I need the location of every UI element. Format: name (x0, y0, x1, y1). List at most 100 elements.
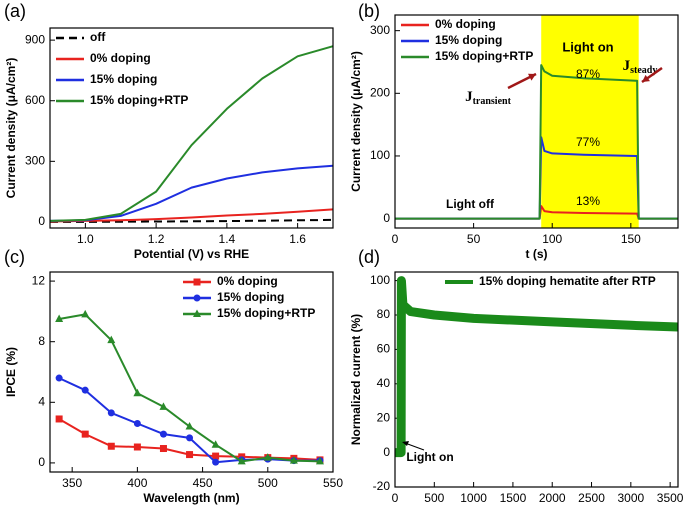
plot-frame (49, 271, 334, 473)
arrow-head (402, 441, 409, 446)
x-tick-label: 1.6 (289, 232, 306, 246)
panel-label: (d) (358, 247, 380, 267)
x-tick-label: 0 (392, 232, 399, 246)
y-axis-label: Current density (μA/cm²) (349, 51, 363, 192)
x-axis-label: t (s) (526, 247, 548, 261)
x-tick-label: 3500 (657, 491, 684, 505)
x-tick-label: 100 (542, 232, 562, 246)
arrow (404, 442, 425, 451)
x-tick-label: 1.4 (219, 232, 236, 246)
x-tick-label: 2500 (578, 491, 605, 505)
marker (107, 442, 115, 450)
marker (81, 309, 90, 318)
annotation: 87% (576, 67, 600, 81)
marker (237, 456, 246, 465)
y-tick-label: 4 (38, 394, 45, 408)
legend-label: 0% doping (435, 17, 496, 31)
marker (212, 458, 220, 466)
marker (315, 456, 324, 465)
x-axis-label: t (s) (526, 506, 548, 508)
legend-label: 0% doping (90, 51, 151, 65)
marker (81, 430, 89, 438)
arrow-head (642, 74, 650, 82)
y-tick-label: 0 (383, 445, 390, 459)
panel-label: (b) (358, 1, 380, 21)
x-tick-label: 1.2 (148, 232, 165, 246)
legend-label: 15% doping+RTP (435, 49, 533, 63)
y-tick-label: 60 (377, 342, 391, 356)
y-tick-label: 600 (25, 93, 45, 107)
series-line (395, 276, 679, 458)
annotation: Jsteady (623, 58, 658, 76)
legend-label: 0% doping (217, 274, 278, 288)
annotation: Jtransient (465, 89, 512, 107)
y-axis-label: IPCE (%) (4, 347, 18, 397)
marker (186, 434, 194, 442)
legend-label: 15% doping hematite after RTP (479, 274, 656, 288)
marker (212, 452, 220, 460)
x-axis-label: Wavelength (nm) (143, 491, 239, 505)
x-tick-label: 2000 (539, 491, 566, 505)
marker (193, 309, 201, 317)
marker (133, 443, 141, 451)
y-tick-label: 100 (370, 148, 390, 162)
annotation: 77% (576, 135, 600, 149)
y-tick-label: 12 (32, 273, 46, 287)
marker (55, 415, 63, 423)
marker (159, 402, 168, 410)
x-tick-label: 350 (62, 476, 82, 490)
annotation: Light on (406, 450, 453, 464)
marker (133, 420, 141, 428)
x-tick-label: 500 (258, 476, 278, 490)
x-tick-label: 1500 (500, 491, 527, 505)
legend-label: off (90, 30, 106, 44)
marker (159, 430, 167, 438)
marker (193, 294, 201, 302)
annotation-main: J (465, 89, 473, 105)
series-line (58, 377, 320, 464)
series-line (395, 64, 678, 220)
y-axis-label: Current density (μA/cm²) (4, 58, 18, 199)
annotation-sub: transient (473, 96, 512, 107)
y-tick-label: 0 (38, 214, 45, 228)
y-tick-label: 900 (25, 32, 45, 46)
x-tick-label: 50 (467, 232, 481, 246)
annotation-main: J (623, 58, 631, 74)
y-tick-label: 0 (38, 455, 45, 469)
x-tick-label: 150 (621, 232, 641, 246)
marker (211, 440, 220, 448)
marker (193, 278, 201, 286)
y-tick-label: 300 (370, 23, 390, 37)
marker (107, 409, 115, 417)
y-tick-label: 80 (377, 307, 391, 321)
y-tick-label: 20 (377, 410, 391, 424)
marker (186, 451, 194, 459)
marker (55, 314, 64, 322)
legend-label: 15% doping (90, 72, 157, 86)
y-tick-label: -20 (373, 479, 391, 493)
y-tick-label: 40 (377, 376, 391, 390)
plot-frame (394, 271, 679, 488)
shaded-region (541, 15, 639, 228)
x-tick-label: 3000 (617, 491, 644, 505)
marker (289, 456, 298, 464)
marker (55, 374, 63, 382)
marker (263, 453, 272, 461)
arrow-head (528, 73, 536, 81)
panel-label: (a) (4, 1, 26, 21)
x-tick-label: 1.0 (77, 232, 94, 246)
marker (81, 386, 89, 394)
annotation: 13% (576, 194, 600, 208)
y-axis-label: Normalized current (%) (349, 314, 363, 445)
y-tick-label: 100 (370, 273, 390, 287)
x-tick-label: 500 (424, 491, 444, 505)
x-tick-label: 1000 (460, 491, 487, 505)
x-tick-label: 0 (392, 491, 399, 505)
y-tick-label: 200 (370, 85, 390, 99)
series-line (49, 208, 334, 223)
series-line (49, 45, 334, 222)
legend-label: 15% doping+RTP (217, 306, 315, 320)
x-tick-label: 450 (193, 476, 213, 490)
annotation-sub: steady (630, 65, 657, 76)
